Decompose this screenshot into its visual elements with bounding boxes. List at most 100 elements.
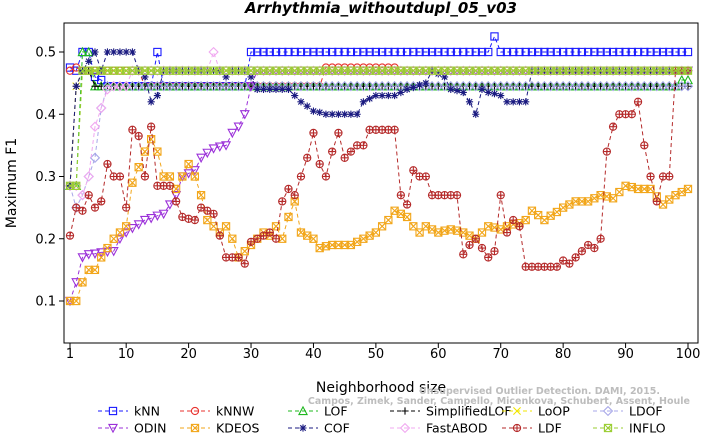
point-cof: [372, 91, 380, 100]
point-knn: [459, 47, 468, 57]
point-odin: [89, 249, 100, 259]
point-cof: [153, 91, 161, 100]
point-ldf: [471, 234, 480, 243]
point-knn: [396, 47, 405, 57]
point-ldf: [271, 234, 281, 243]
point-cof: [415, 81, 424, 89]
point-odin: [227, 128, 238, 139]
point-cof: [453, 86, 461, 95]
point-knn: [271, 47, 281, 57]
point-odin: [208, 144, 219, 154]
point-knn: [534, 47, 543, 57]
point-kdeos: [228, 234, 237, 243]
point-knn: [665, 47, 674, 57]
point-ldf: [215, 231, 224, 240]
point-ldf: [278, 197, 287, 206]
point-fastabod: [208, 46, 219, 58]
point-cof: [334, 110, 343, 118]
point-ldf: [296, 172, 306, 181]
point-kdeos: [153, 147, 162, 156]
point-ldf: [496, 191, 505, 200]
point-ldf: [147, 122, 156, 131]
point-ldf: [334, 128, 343, 138]
point-ldf: [309, 128, 318, 138]
point-cof: [515, 98, 524, 106]
legend-label-inflo: INFLO: [629, 421, 666, 434]
series-ldf: [65, 66, 693, 271]
y-axis-label: Maximum F1: [4, 138, 20, 228]
point-knn: [340, 47, 349, 57]
point-cof: [91, 48, 99, 56]
point-knn: [621, 47, 630, 57]
point-cof: [303, 102, 311, 110]
point-ldf: [209, 209, 218, 218]
point-knn: [452, 47, 462, 57]
series-line-ldf: [69, 70, 688, 268]
point-knn: [153, 47, 162, 57]
point-kdeos: [165, 172, 175, 181]
point-odin: [233, 122, 244, 132]
legend-item-knnw: kNNW: [180, 404, 254, 419]
point-knn: [315, 47, 324, 57]
point-cof: [278, 85, 286, 93]
legend-marker-kdeos: [190, 423, 200, 433]
point-ldf: [509, 215, 518, 225]
point-lof: [77, 46, 88, 57]
point-cof: [522, 98, 530, 106]
point-cof: [222, 73, 230, 81]
point-kdeos: [221, 222, 231, 231]
point-knn: [328, 47, 337, 57]
point-ldf: [633, 97, 643, 106]
series-inflo: [65, 66, 693, 190]
point-ldf: [78, 206, 87, 215]
point-odin: [214, 142, 225, 152]
legend-item-ldf: LDF: [502, 421, 562, 434]
legend-label-odin: ODIN: [134, 421, 167, 434]
point-simplifiedlof: [91, 82, 99, 90]
point-knn: [259, 47, 268, 57]
point-knn: [671, 47, 680, 57]
point-ldf: [409, 166, 418, 175]
point-cof: [459, 88, 467, 97]
point-knn: [546, 47, 555, 57]
x-tick-label: 30: [243, 347, 260, 362]
point-cof: [503, 98, 511, 106]
point-kdeos: [309, 234, 318, 243]
point-inflo: [72, 181, 81, 190]
point-ldf: [608, 122, 618, 131]
point-ldf: [240, 259, 249, 268]
x-tick-label: 1: [66, 347, 74, 362]
point-knn: [415, 47, 424, 57]
point-cof: [253, 85, 261, 93]
point-knn: [608, 47, 618, 57]
point-ldf: [340, 153, 349, 162]
point-knn: [446, 47, 455, 57]
point-cof: [291, 91, 299, 100]
point-knn: [646, 47, 655, 57]
point-odin: [83, 250, 94, 260]
point-odin: [77, 253, 88, 263]
point-cof: [465, 98, 474, 106]
watermark-line-1: Unsupervised Outlier Detection. DAMI, 20…: [419, 386, 660, 397]
point-ldf: [502, 228, 512, 237]
point-ldf: [315, 159, 324, 169]
x-tick-label: 70: [492, 347, 509, 362]
point-kdeos: [90, 265, 100, 275]
point-odin: [96, 248, 107, 258]
point-cof: [403, 85, 411, 93]
legend-item-loop: LoOP: [502, 404, 570, 419]
point-knn: [652, 47, 661, 57]
point-ldf: [128, 125, 137, 134]
point-ldf: [515, 222, 524, 231]
point-cof: [122, 48, 130, 56]
legend-label-simplifiedlof: SimplifiedLOF: [426, 404, 512, 419]
point-knn: [334, 47, 343, 57]
point-ldf: [465, 240, 474, 250]
point-ldf: [328, 147, 337, 156]
point-ldf: [565, 259, 574, 268]
point-ldf: [459, 250, 468, 259]
legend-item-cof: COF: [288, 421, 350, 434]
point-knn: [484, 47, 493, 57]
point-knn: [683, 47, 693, 57]
point-cof: [397, 88, 405, 97]
